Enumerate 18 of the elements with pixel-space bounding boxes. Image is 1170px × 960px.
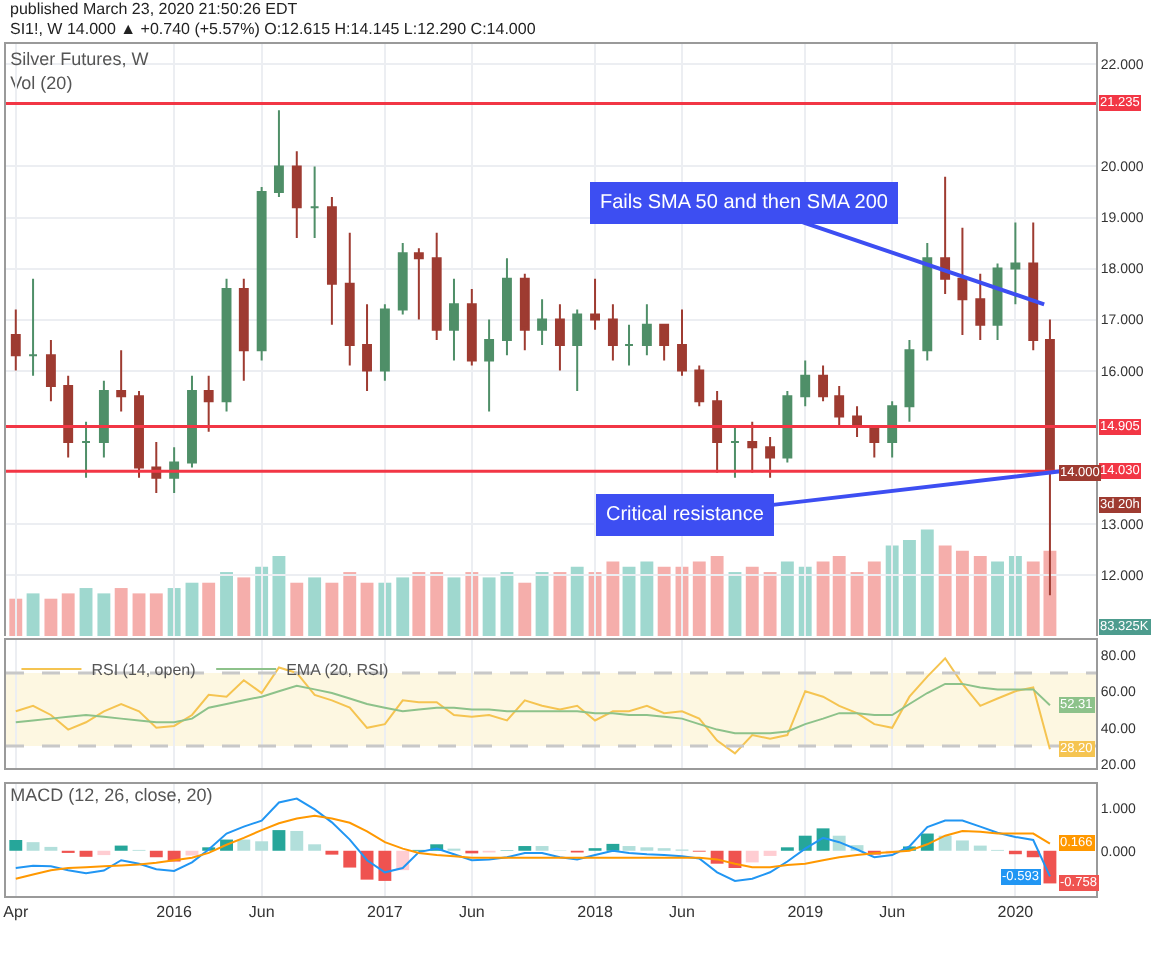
x-tick-label: Jun <box>248 903 275 922</box>
x-tick-label: 2018 <box>577 903 614 922</box>
annotation: Critical resistance <box>606 504 765 526</box>
x-tick-label: Jun <box>669 903 695 922</box>
text: published March 23, 2020 21:50:26 EDT <box>10 0 298 18</box>
x-tick-label: Jun <box>879 903 906 922</box>
legend-label: RSI (14, open) <box>91 661 197 680</box>
chart-title: MACD (12, 26, close, 20) <box>10 784 213 805</box>
x-tick-label: 2020 <box>997 903 1035 922</box>
x-tick-label: 2019 <box>787 903 825 922</box>
annotation: Fails SMA 50 and then SMA 200 <box>600 192 889 214</box>
x-tick-label: 2016 <box>156 903 194 922</box>
x-tick-label: Jun <box>458 903 485 922</box>
x-tick-label: 2017 <box>367 903 404 922</box>
legend-label: EMA (20, RSI) <box>286 661 390 680</box>
chart-title: Silver Futures, W <box>10 48 150 69</box>
text: SI1!, W 14.000 ▲ +0.740 (+5.57%) O:12.615 H:14.145 L:12.290 C:14.000 <box>10 20 537 38</box>
x-tick-label: Apr <box>3 903 29 922</box>
